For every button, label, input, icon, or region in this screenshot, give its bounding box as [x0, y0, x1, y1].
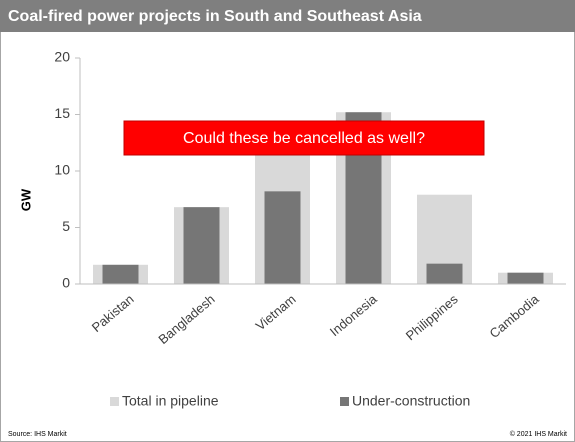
legend-swatch	[340, 397, 349, 406]
chart-title: Coal-fired power projects in South and S…	[8, 8, 422, 25]
bar	[426, 263, 463, 284]
bar	[507, 272, 544, 284]
y-axis-label: GW	[18, 188, 33, 211]
y-tick-label: 0	[62, 275, 70, 291]
bar	[183, 207, 220, 284]
y-tick-label: 10	[54, 162, 70, 178]
bar	[102, 264, 139, 284]
annotation: Could these be cancelled as well?	[183, 130, 425, 147]
y-tick-label: 15	[54, 105, 70, 121]
legend-swatch	[110, 397, 119, 406]
y-tick-label: 20	[54, 49, 70, 65]
header	[0, 0, 575, 32]
legend-label: Total in pipeline	[122, 393, 219, 409]
annotation-box	[123, 120, 485, 156]
source: Source: IHS Markit	[8, 431, 67, 438]
legend-label: Under-construction	[352, 393, 470, 409]
copyright: © 2021 IHS Markit	[510, 430, 567, 438]
bar	[264, 191, 301, 284]
y-tick-label: 5	[62, 218, 70, 234]
